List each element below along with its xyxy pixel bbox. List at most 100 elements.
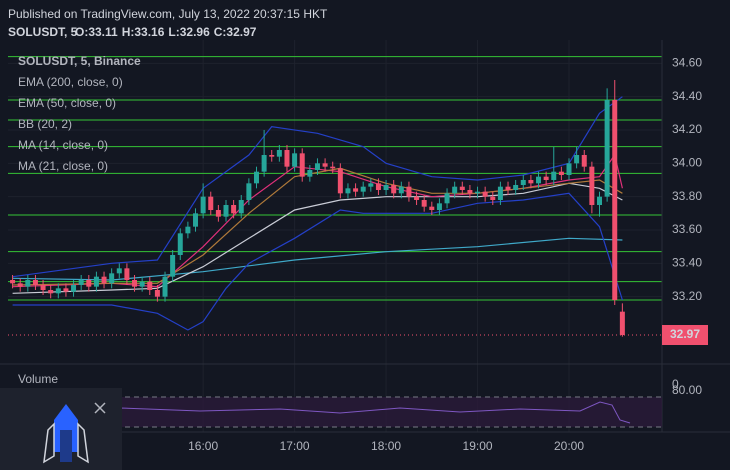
candle-body <box>444 193 450 204</box>
candle-body <box>398 186 404 194</box>
candle-body <box>383 185 389 190</box>
candle-body <box>78 280 84 285</box>
candle-body <box>604 100 610 197</box>
candle-body <box>452 186 458 194</box>
legend-entry: MA (14, close, 0) <box>18 138 108 152</box>
candle-body <box>71 285 77 292</box>
candle-body <box>63 288 69 292</box>
candle-body <box>109 273 115 284</box>
candle-body <box>375 183 381 190</box>
candle-body <box>10 280 16 284</box>
bb-lower-line <box>12 192 623 331</box>
candle-body <box>360 186 366 192</box>
y-tick-label: 34.40 <box>672 89 702 103</box>
symbol-legend: SOLUSDT, 5, Binance <box>18 54 141 68</box>
candle-body <box>276 150 282 157</box>
candle-body <box>551 171 557 180</box>
volume-label: Volume <box>18 372 58 386</box>
candle-body <box>612 100 618 300</box>
candle-body <box>391 185 397 194</box>
candle-body <box>482 191 488 197</box>
candle-body <box>170 255 176 277</box>
candle-body <box>261 155 267 172</box>
candle-body <box>314 163 320 170</box>
legend-entry: EMA (200, close, 0) <box>18 75 123 89</box>
candle-body <box>353 188 359 192</box>
candle-body <box>528 180 534 184</box>
candle-body <box>269 155 275 157</box>
y-tick-label: 34.00 <box>672 156 702 170</box>
y-tick-label: 34.20 <box>672 122 702 136</box>
ohlc-value: H:33.16 <box>122 25 165 39</box>
candle-body <box>177 233 183 255</box>
promo-widget[interactable] <box>0 388 122 470</box>
candle-body <box>299 153 305 177</box>
candle-body <box>497 186 503 200</box>
candle-body <box>322 163 328 167</box>
legend-entry: EMA (50, close, 0) <box>18 96 116 110</box>
rocket-fins <box>43 422 89 464</box>
candle-body <box>467 190 473 194</box>
candle-body <box>132 280 138 287</box>
candle-body <box>513 185 519 190</box>
y-tick-label: 33.40 <box>672 256 702 270</box>
candle-body <box>223 205 229 217</box>
close-button[interactable] <box>94 402 106 414</box>
x-tick-label: 19:00 <box>463 439 493 453</box>
candle-body <box>368 183 374 187</box>
candle-body <box>490 196 496 200</box>
candle-body <box>330 166 336 169</box>
candle-body <box>25 280 31 287</box>
candle-body <box>231 205 237 214</box>
candle-body <box>558 171 564 175</box>
x-tick-label: 20:00 <box>554 439 584 453</box>
candle-body <box>86 280 92 287</box>
x-tick-label: 17:00 <box>280 439 310 453</box>
candle-body <box>421 200 427 207</box>
candle-body <box>406 186 412 197</box>
candle-body <box>536 176 542 184</box>
candle-body <box>93 276 99 287</box>
candle-body <box>215 210 221 217</box>
candle-body <box>185 226 191 234</box>
candle-body <box>238 200 244 214</box>
candle-body <box>162 276 168 297</box>
x-tick-label: 18:00 <box>371 439 401 453</box>
last-price-box <box>662 325 708 345</box>
candle-body <box>284 150 290 167</box>
published-line: Published on TradingView.com, July 13, 2… <box>8 7 328 21</box>
candle-body <box>200 196 206 214</box>
candle-body <box>32 280 38 285</box>
candle-body <box>55 288 61 294</box>
candle-body <box>246 183 252 200</box>
candle-body <box>414 196 420 200</box>
candle-body <box>253 171 259 184</box>
candle-body <box>520 180 526 185</box>
y-tick-label: 33.20 <box>672 289 702 303</box>
y-tick-label: 33.80 <box>672 189 702 203</box>
candle-body <box>139 281 145 287</box>
oscillator-line <box>7 401 631 424</box>
candle-body <box>48 290 54 294</box>
candle-body <box>566 163 572 175</box>
candle-body <box>292 153 298 167</box>
x-tick-label: 16:00 <box>188 439 218 453</box>
candle-body <box>124 268 130 280</box>
candle-body <box>116 268 122 274</box>
candle-body <box>543 176 549 180</box>
last-price-label: 32.97 <box>670 327 700 341</box>
candle-body <box>429 206 435 210</box>
volume-tick: 0 <box>672 377 679 391</box>
candle-body <box>574 155 580 164</box>
candle-body <box>40 285 46 290</box>
candle-body <box>596 196 602 205</box>
candle-body <box>154 290 160 297</box>
candle-body <box>581 155 587 167</box>
y-tick-label: 33.60 <box>672 222 702 236</box>
candle-body <box>345 188 351 194</box>
ohlc-value: C:32.97 <box>214 25 257 39</box>
candle-body <box>475 191 481 194</box>
candle-body <box>17 283 23 287</box>
candle-body <box>307 170 313 177</box>
